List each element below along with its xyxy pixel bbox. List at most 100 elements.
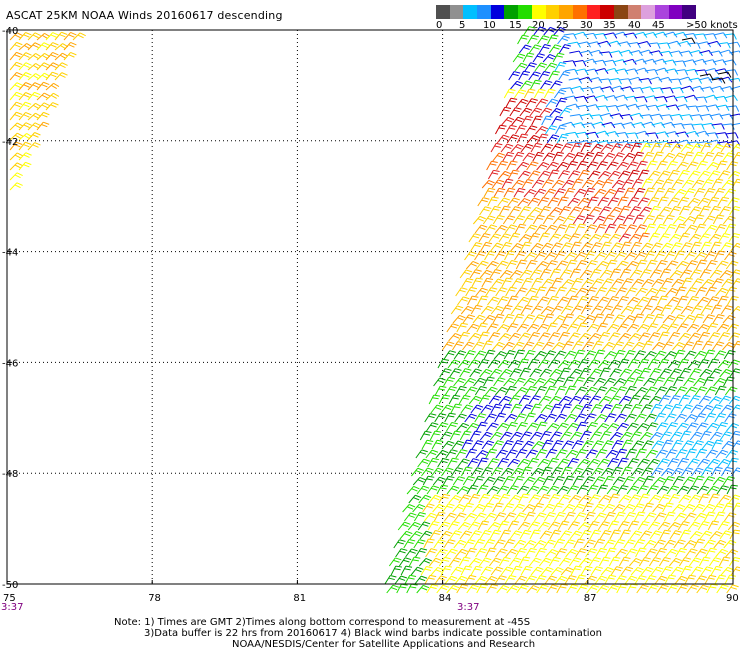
- wind-barb: [546, 422, 560, 432]
- wind-barb: [633, 511, 646, 522]
- wind-barb: [525, 125, 538, 135]
- wind-barb: [574, 386, 588, 396]
- wind-barb: [485, 547, 497, 558]
- wind-barb: [488, 233, 501, 243]
- wind-barb: [609, 50, 623, 57]
- wind-barb: [509, 431, 523, 441]
- wind-barb: [427, 520, 440, 531]
- wind-barb: [465, 286, 478, 297]
- wind-barb: [664, 68, 679, 75]
- wind-barb: [549, 368, 563, 378]
- wind-barb: [715, 548, 729, 558]
- wind-barb: [710, 143, 724, 153]
- wind-barb: [566, 485, 579, 495]
- wind-barb: [689, 206, 702, 216]
- wind-barb: [607, 296, 620, 306]
- wind-barb: [497, 359, 511, 369]
- wind-barb: [517, 34, 529, 45]
- wind-barb: [523, 349, 536, 360]
- wind-barb: [600, 305, 614, 315]
- wind-barb: [27, 122, 41, 131]
- wind-barb: [669, 431, 683, 441]
- wind-barb: [592, 151, 605, 162]
- wind-barb: [632, 313, 644, 324]
- wind-barb: [651, 278, 665, 288]
- wind-barb: [529, 269, 542, 279]
- wind-barb: [627, 520, 640, 531]
- wind-barb: [550, 80, 563, 90]
- wind-barb: [519, 107, 533, 117]
- wind-barb: [699, 73, 714, 80]
- wind-barb: [686, 161, 699, 171]
- legend-swatch: [572, 5, 587, 19]
- wind-barb: [538, 170, 551, 180]
- wind-barb: [18, 111, 32, 121]
- wind-barb: [638, 232, 650, 243]
- wind-barb: [671, 278, 685, 288]
- wind-barb: [603, 59, 617, 67]
- wind-barb: [505, 260, 518, 270]
- wind-barb: [419, 530, 433, 540]
- wind-barb: [664, 95, 678, 102]
- wind-barb: [442, 475, 455, 486]
- wind-barb: [549, 207, 563, 216]
- wind-barb: [621, 341, 635, 351]
- wind-barb: [548, 556, 561, 567]
- wind-barb: [418, 557, 432, 567]
- wind-barb: [446, 421, 459, 432]
- wind-barb: [657, 196, 669, 207]
- wind-barb: [498, 493, 511, 504]
- wind-barb: [633, 538, 646, 549]
- legend-swatch: [586, 5, 601, 19]
- wind-barb: [567, 458, 580, 468]
- wind-barb: [692, 503, 705, 513]
- lon-tick-label: 87: [584, 593, 597, 604]
- wind-barb: [27, 32, 41, 41]
- wind-barb: [546, 134, 560, 144]
- wind-barb: [652, 503, 666, 513]
- wind-barb: [27, 132, 41, 141]
- wind-barb: [527, 457, 540, 468]
- legend-swatch: [449, 5, 464, 19]
- wind-barb: [576, 322, 588, 333]
- wind-barb: [664, 386, 678, 396]
- wind-barb: [570, 565, 583, 576]
- wind-barb: [431, 439, 444, 450]
- wind-barb: [502, 313, 515, 324]
- wind-barb: [478, 557, 492, 567]
- wind-barb: [640, 404, 653, 414]
- wind-barb: [668, 493, 681, 504]
- wind-barb: [610, 242, 623, 252]
- wind-barb: [692, 214, 705, 225]
- wind-barb: [459, 430, 472, 441]
- wind-barb: [437, 458, 450, 468]
- wind-barb: [9, 72, 23, 81]
- wind-barb: [486, 323, 499, 333]
- wind-barb: [592, 503, 605, 513]
- wind-barb: [533, 350, 547, 360]
- wind-barb: [497, 296, 510, 306]
- wind-barb: [698, 233, 711, 243]
- wind-barb: [631, 440, 645, 450]
- wind-barb: [699, 368, 713, 378]
- wind-barb: [512, 503, 525, 513]
- wind-barb: [642, 215, 655, 225]
- wind-barb: [567, 295, 579, 306]
- wind-barb: [453, 539, 467, 549]
- wind-barb: [487, 296, 500, 306]
- wind-barb: [36, 111, 50, 121]
- wind-barb: [583, 350, 597, 360]
- wind-barb: [533, 88, 546, 99]
- wind-barb: [611, 439, 624, 450]
- wind-barb: [485, 287, 498, 297]
- wind-barb: [637, 358, 650, 369]
- wind-barb: [454, 413, 467, 423]
- wind-barb: [36, 42, 50, 51]
- wind-barb: [494, 251, 507, 261]
- wind-barb: [683, 539, 697, 549]
- wind-barb: [663, 59, 677, 66]
- wind-barb: [483, 376, 495, 387]
- wind-barb: [442, 503, 455, 513]
- wind-barb: [635, 104, 650, 111]
- wind-barb: [484, 512, 497, 522]
